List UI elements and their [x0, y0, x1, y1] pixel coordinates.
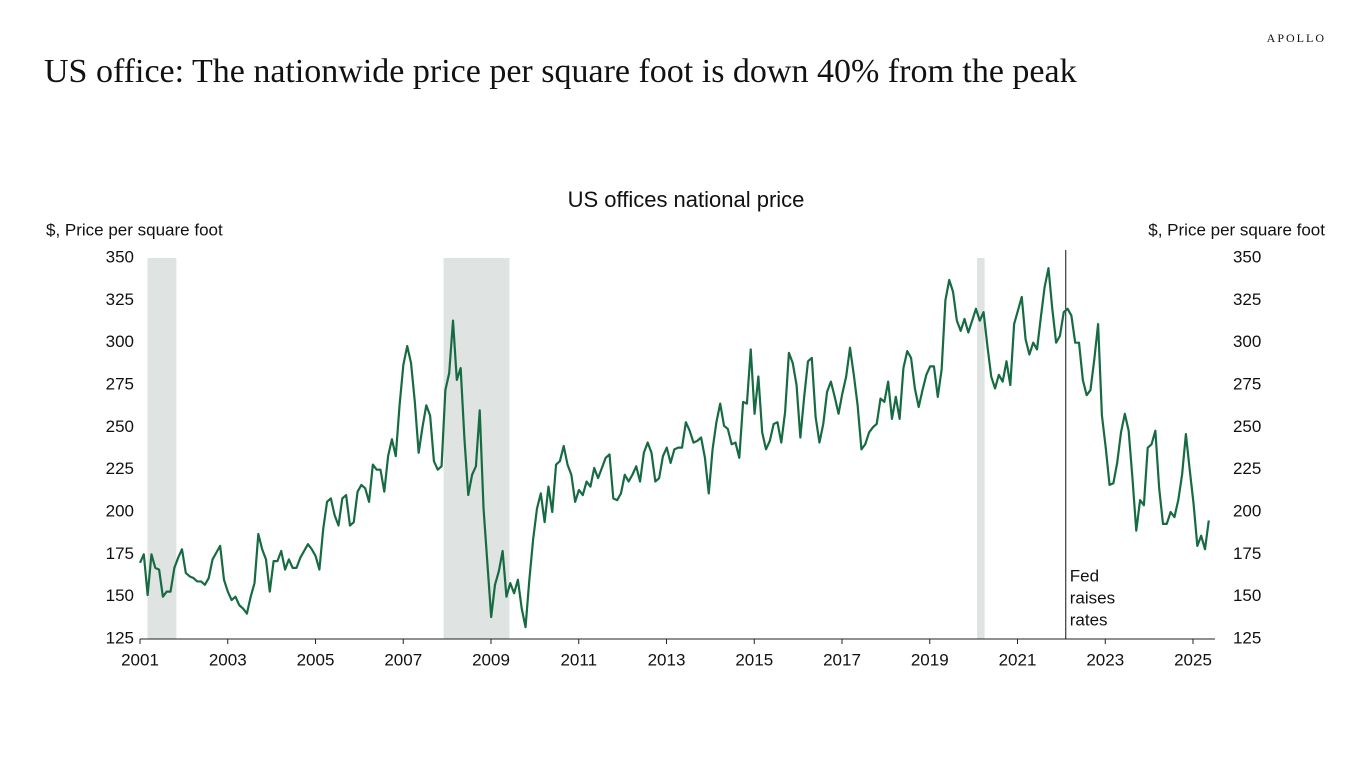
y2-tick-label: 125 [1233, 628, 1261, 647]
plot-area: 125 150 175 200 225 250 275 300 325 350 125 150 175 2… [106, 247, 1262, 669]
x-tick-label: 2017 [823, 650, 861, 669]
y2-tick-label: 175 [1233, 544, 1261, 563]
y-tick-label: 225 [106, 459, 134, 478]
y2-tick-label: 350 [1233, 247, 1261, 266]
y-tick-label: 125 [106, 628, 134, 647]
x-tick-label: 2019 [911, 650, 949, 669]
x-tick-label: 2003 [209, 650, 247, 669]
y-tick-label: 250 [106, 417, 134, 436]
y-axis-label: $, Price per square foot [46, 220, 223, 239]
y2-tick-label: 325 [1233, 290, 1261, 309]
y-tick-label: 150 [106, 586, 134, 605]
recession-band [147, 258, 177, 639]
y2-tick-label: 150 [1233, 586, 1261, 605]
y-tick-label: 325 [106, 290, 134, 309]
annotation-text: rates [1070, 610, 1108, 629]
x-tick-label: 2025 [1174, 650, 1212, 669]
y-tick-label: 275 [106, 374, 134, 393]
x-tick-label: 2013 [648, 650, 686, 669]
brand: APOLLO [1267, 31, 1326, 45]
chart-title: US offices national price [568, 187, 805, 212]
x-tick-label: 2023 [1086, 650, 1124, 669]
x-tick-label: 2007 [384, 650, 422, 669]
price-line [138, 267, 1210, 629]
annotation-text: raises [1070, 588, 1115, 607]
y2-tick-label: 200 [1233, 501, 1261, 520]
y-tick-label: 175 [106, 544, 134, 563]
annotation-text: Fed [1070, 566, 1099, 585]
y2-tick-label: 275 [1233, 374, 1261, 393]
x-tick-label: 2009 [472, 650, 510, 669]
y-tick-label: 350 [106, 247, 134, 266]
recession-band [977, 258, 985, 639]
x-tick-label: 2011 [560, 650, 597, 669]
x-tick-label: 2001 [121, 650, 159, 669]
y2-tick-label: 300 [1233, 332, 1261, 351]
y2-tick-label: 250 [1233, 417, 1261, 436]
x-tick-label: 2021 [999, 650, 1037, 669]
y-tick-label: 300 [106, 332, 134, 351]
y-tick-label: 200 [106, 501, 134, 520]
y2-axis-label: $, Price per square foot [1148, 220, 1325, 239]
y2-tick-label: 225 [1233, 459, 1261, 478]
headline: US office: The nationwide price per squa… [44, 53, 1077, 90]
x-tick-label: 2005 [297, 650, 335, 669]
x-tick-label: 2015 [735, 650, 773, 669]
